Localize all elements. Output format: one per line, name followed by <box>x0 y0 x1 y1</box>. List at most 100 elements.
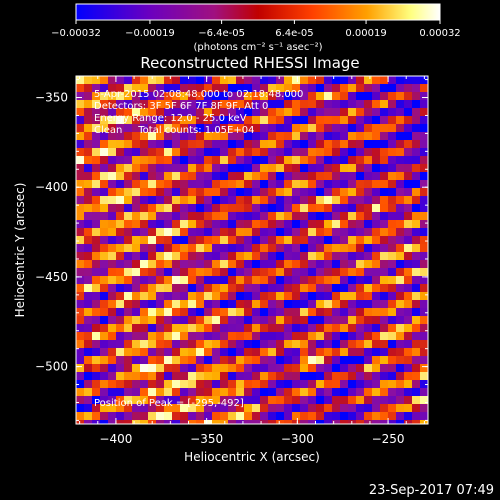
heatmap-cell <box>420 164 428 173</box>
heatmap-cell <box>196 420 205 424</box>
heatmap-cell <box>180 84 189 93</box>
heatmap-cell <box>412 252 421 261</box>
heatmap-cell <box>348 388 357 397</box>
heatmap-cell <box>244 84 253 93</box>
heatmap-cell <box>420 148 428 157</box>
heatmap-cell <box>92 372 101 381</box>
heatmap-cell <box>260 236 269 245</box>
heatmap-cell <box>164 292 173 301</box>
heatmap-cell <box>340 292 349 301</box>
heatmap-cell <box>204 348 213 357</box>
heatmap-cell <box>276 372 285 381</box>
heatmap-cell <box>300 132 309 141</box>
heatmap-cell <box>388 356 397 365</box>
x-tick-label: −300 <box>281 432 314 446</box>
heatmap-cell <box>132 148 141 157</box>
heatmap-cell <box>188 372 197 381</box>
heatmap-cell <box>356 196 365 205</box>
heatmap-cell <box>212 260 221 269</box>
heatmap-cell <box>284 268 293 277</box>
heatmap-cell <box>228 260 237 269</box>
heatmap-cell <box>284 388 293 397</box>
heatmap-cell <box>84 380 93 389</box>
heatmap-cell <box>148 260 157 269</box>
heatmap-cell <box>172 204 181 213</box>
heatmap-cell <box>364 204 373 213</box>
heatmap-cell <box>284 76 293 85</box>
heatmap-cell <box>388 404 397 413</box>
heatmap-cell <box>260 372 269 381</box>
heatmap-cell <box>108 284 117 293</box>
heatmap-cell <box>204 420 213 424</box>
heatmap-cell <box>100 300 109 309</box>
heatmap-cell <box>164 132 173 141</box>
heatmap-cell <box>308 380 317 389</box>
heatmap-cell <box>388 340 397 349</box>
heatmap-cell <box>292 412 301 421</box>
heatmap-cell <box>284 84 293 93</box>
heatmap-cell <box>372 220 381 229</box>
heatmap-cell <box>220 76 229 85</box>
heatmap-cell <box>156 188 165 197</box>
heatmap-cell <box>244 116 253 125</box>
heatmap-cell <box>380 92 389 101</box>
heatmap-cell <box>172 116 181 125</box>
heatmap-cell <box>116 356 125 365</box>
heatmap-cell <box>348 140 357 149</box>
heatmap-cell <box>108 204 117 213</box>
heatmap-cell <box>172 284 181 293</box>
heatmap-cell <box>188 252 197 261</box>
heatmap-cell <box>356 172 365 181</box>
heatmap-cell <box>156 372 165 381</box>
heatmap-cell <box>188 276 197 285</box>
heatmap-cell <box>412 420 421 424</box>
heatmap-cell <box>116 244 125 253</box>
heatmap-cell <box>252 404 261 413</box>
heatmap-cell <box>356 356 365 365</box>
heatmap-cell <box>164 252 173 261</box>
heatmap-cell <box>308 316 317 325</box>
heatmap-cell <box>292 228 301 237</box>
heatmap-cell <box>404 196 413 205</box>
heatmap-cell <box>324 284 333 293</box>
heatmap-cell <box>76 308 85 317</box>
heatmap-cell <box>276 300 285 309</box>
heatmap-cell <box>204 76 213 85</box>
heatmap-cell <box>196 196 205 205</box>
heatmap-cell <box>108 188 117 197</box>
heatmap-cell <box>404 316 413 325</box>
heatmap-cell <box>196 380 205 389</box>
heatmap-cell <box>244 308 253 317</box>
heatmap-cell <box>108 332 117 341</box>
heatmap-cell <box>220 92 229 101</box>
heatmap-cell <box>116 212 125 221</box>
heatmap-cell <box>420 332 428 341</box>
heatmap-cell <box>164 244 173 253</box>
heatmap-cell <box>348 268 357 277</box>
heatmap-cell <box>356 380 365 389</box>
heatmap-cell <box>404 276 413 285</box>
y-tick-label: −350 <box>35 91 68 105</box>
heatmap-cell <box>404 332 413 341</box>
heatmap-cell <box>420 196 428 205</box>
heatmap-cell <box>100 292 109 301</box>
heatmap-cell <box>292 84 301 93</box>
heatmap-cell <box>396 252 405 261</box>
heatmap-cell <box>84 388 93 397</box>
heatmap-cell <box>84 276 93 285</box>
heatmap-cell <box>132 380 141 389</box>
heatmap-cell <box>228 180 237 189</box>
heatmap-cell <box>236 268 245 277</box>
heatmap-cell <box>228 340 237 349</box>
heatmap-cell <box>268 348 277 357</box>
heatmap-cell <box>300 196 309 205</box>
heatmap-cell <box>308 284 317 293</box>
heatmap-cell <box>236 116 245 125</box>
heatmap-cell <box>236 420 245 424</box>
heatmap-cell <box>388 372 397 381</box>
heatmap-cell <box>268 164 277 173</box>
heatmap-cell <box>316 92 325 101</box>
heatmap-cell <box>412 356 421 365</box>
heatmap-cell <box>356 76 365 85</box>
heatmap-cell <box>100 92 109 101</box>
